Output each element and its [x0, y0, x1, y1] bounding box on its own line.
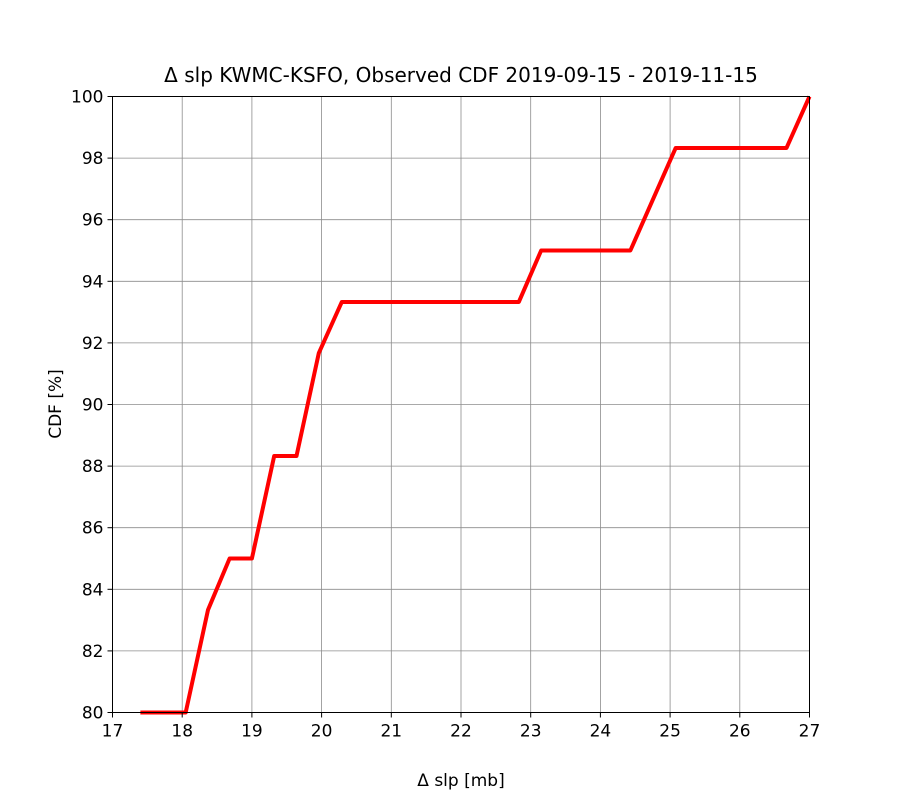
y-tick-label: 96 — [82, 211, 104, 231]
y-tick-label: 88 — [82, 457, 104, 477]
y-tick-label: 94 — [82, 272, 104, 292]
x-tick-label: 21 — [380, 722, 402, 742]
chart-title: Δ slp KWMC-KSFO, Observed CDF 2019-09-15… — [164, 63, 758, 87]
x-tick-label: 23 — [520, 722, 542, 742]
x-tick-label: 20 — [311, 722, 333, 742]
x-tick-label: 24 — [590, 722, 612, 742]
x-tick-label: 17 — [102, 722, 124, 742]
y-tick-label: 100 — [71, 88, 103, 108]
x-tick-label: 27 — [799, 722, 821, 742]
y-tick-label: 86 — [82, 519, 104, 539]
x-tick-label: 25 — [659, 722, 681, 742]
y-axis-label: CDF [%] — [46, 369, 66, 439]
grid-lines — [112, 96, 810, 713]
y-tick-label: 98 — [82, 149, 104, 169]
x-tick-label: 26 — [729, 722, 751, 742]
data-series — [140, 95, 812, 715]
y-tick-label: 84 — [82, 580, 104, 600]
y-axis: 80 82 84 86 88 90 92 94 96 98 100 — [71, 88, 113, 724]
y-tick-label: 90 — [82, 396, 104, 416]
y-tick-label: 92 — [82, 334, 104, 354]
cdf-line — [140, 95, 812, 715]
x-tick-label: 18 — [171, 722, 193, 742]
x-axis: 17 18 19 20 21 22 23 24 25 26 27 — [102, 712, 821, 742]
y-tick-label: 80 — [82, 704, 104, 724]
x-tick-label: 19 — [241, 722, 263, 742]
x-axis-label: Δ slp [mb] — [417, 771, 504, 791]
y-tick-label: 82 — [82, 642, 104, 662]
x-tick-label: 22 — [450, 722, 472, 742]
